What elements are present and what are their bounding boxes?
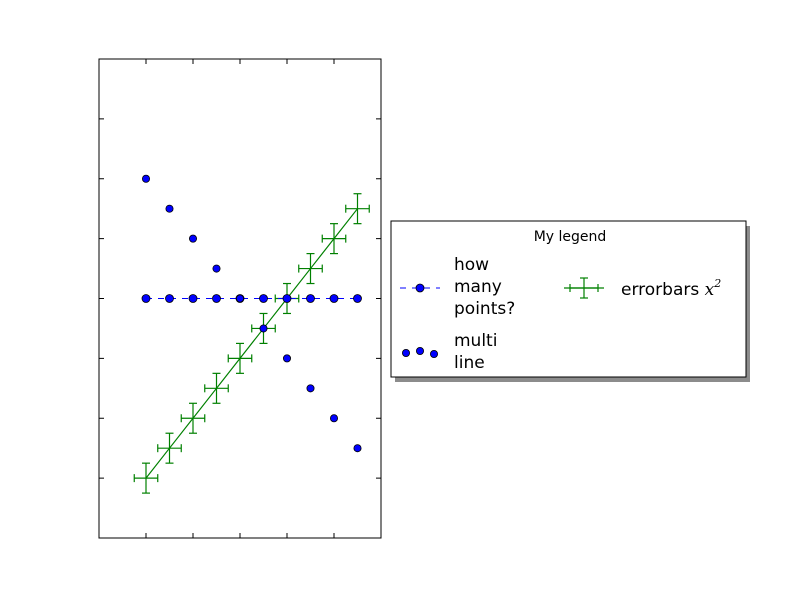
legend-marker-how-many-points <box>415 283 425 293</box>
point-multi-line-5 <box>259 324 268 333</box>
point-multi-line-4 <box>235 294 244 303</box>
point-how-many-points-1 <box>165 294 174 303</box>
legend-label-1-line-1: line <box>454 353 485 373</box>
legend-marker-multi-line-3 <box>429 349 438 358</box>
point-multi-line-1 <box>165 204 174 213</box>
legend-label-1-line-0: multi <box>454 331 497 351</box>
legend-entry-how-many-points[interactable]: how many points? <box>400 255 515 319</box>
legend-entry-multi-line[interactable]: multi line <box>401 331 497 373</box>
point-multi-line-8 <box>329 414 338 423</box>
legend-label-0-line-2: points? <box>454 299 515 319</box>
point-multi-line-3 <box>212 264 221 273</box>
point-how-many-points-0 <box>141 294 151 303</box>
legend-label-errorbars-superscript: 2 <box>713 277 721 290</box>
legend-frame <box>390 220 747 378</box>
legend-label-errorbars-math: x <box>705 280 715 300</box>
legend-label-errorbars: errorbars x2 <box>621 277 721 300</box>
point-multi-line-0 <box>141 174 150 183</box>
legend-label-multi-line: multi line <box>454 331 497 373</box>
point-how-many-points-9 <box>353 294 362 303</box>
point-multi-line-2 <box>188 234 197 243</box>
legend: My legend how many points? multi line error… <box>390 220 750 382</box>
series-errorbars-line <box>145 208 358 479</box>
legend-label-0-line-1: many <box>454 277 502 297</box>
point-multi-line-7 <box>306 384 315 393</box>
legend-label-errorbars-prefix: errorbars <box>621 280 705 300</box>
legend-marker-multi-line-1 <box>401 348 410 357</box>
legend-entry-errorbars[interactable]: errorbars x2 <box>564 277 721 300</box>
point-how-many-points-7 <box>306 294 315 303</box>
point-how-many-points-3 <box>212 294 221 303</box>
legend-label-how-many-points: how many points? <box>454 255 515 319</box>
point-how-many-points-6 <box>282 294 292 303</box>
point-multi-line-9 <box>353 444 362 453</box>
point-multi-line-6 <box>282 354 291 363</box>
point-how-many-points-8 <box>329 294 339 303</box>
legend-marker-multi-line-2 <box>415 346 424 355</box>
point-how-many-points-2 <box>188 294 198 303</box>
legend-label-0-line-0: how <box>454 255 489 275</box>
point-how-many-points-5 <box>259 294 268 303</box>
legend-title: My legend <box>534 229 607 245</box>
plot-area <box>98 58 382 539</box>
